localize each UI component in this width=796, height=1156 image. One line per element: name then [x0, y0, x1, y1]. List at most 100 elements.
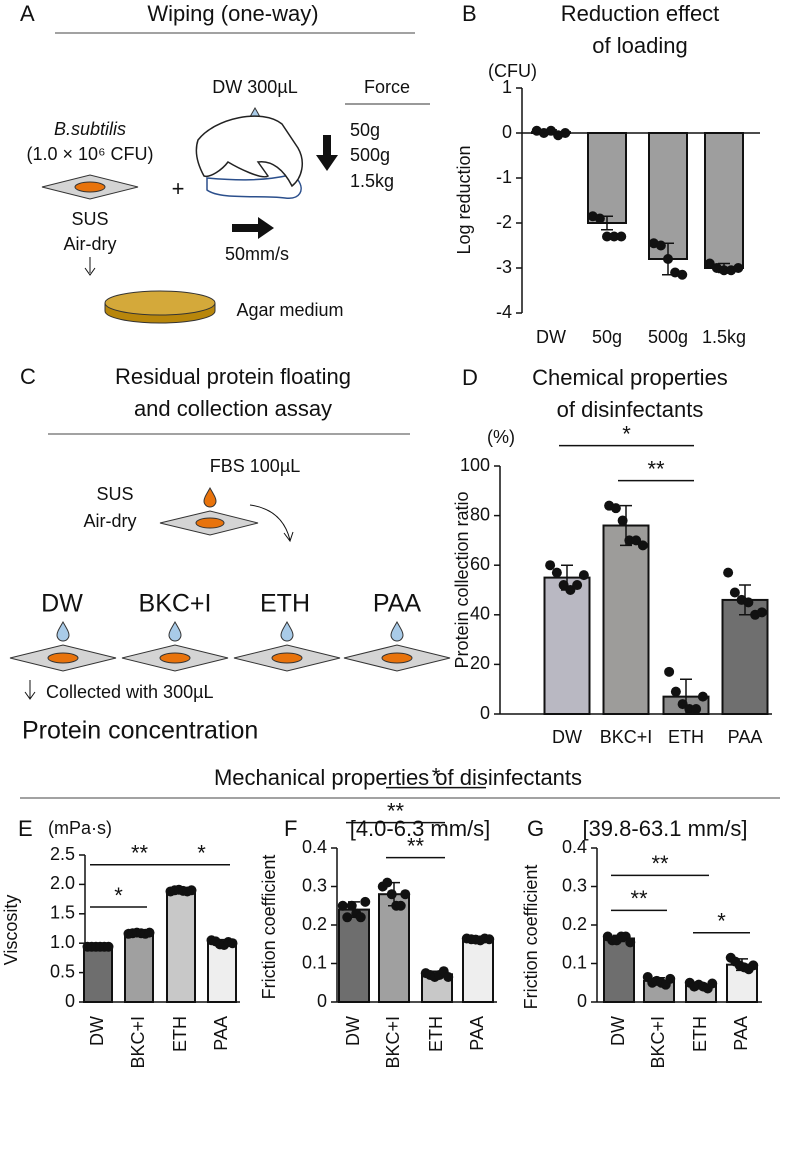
x-tick-label: DW: [343, 1016, 363, 1046]
data-point: [360, 896, 371, 907]
y-tick-label: 0.2: [562, 914, 587, 934]
arrow: [84, 257, 96, 276]
droplet: [56, 620, 70, 642]
significance-label: *: [197, 841, 206, 866]
data-point: [691, 704, 702, 715]
data-point: [729, 587, 740, 598]
y-tick-label: 0: [502, 122, 512, 142]
panel-title: Wiping (one-way): [147, 1, 318, 26]
y-tick-label: 1: [502, 77, 512, 97]
panel-title: and collection assay: [134, 396, 332, 421]
data-point: [609, 231, 620, 242]
bar: [83, 945, 113, 1004]
data-point: [186, 885, 197, 896]
solution: ETH: [260, 590, 310, 618]
bar: [603, 937, 635, 1003]
data-point: [578, 570, 589, 581]
y-tick-label: 0: [480, 703, 490, 723]
chart-title: Reduction effect: [561, 1, 720, 26]
chart-title: [4.0-6.3 mm/s]: [350, 816, 491, 841]
force: 50g: [350, 120, 380, 140]
unit-label: (CFU): [488, 61, 537, 81]
data-point: [723, 567, 734, 578]
panel-title: Residual protein floating: [115, 364, 351, 389]
bar: [462, 938, 494, 1003]
droplet: [390, 620, 404, 642]
x-tick-label: BKC+I: [128, 1016, 148, 1069]
data-point: [443, 971, 454, 982]
data-point: [342, 912, 353, 923]
data-point: [665, 973, 676, 984]
data-point: [697, 691, 708, 702]
solution: DW: [41, 590, 83, 618]
x-tick-label: PAA: [728, 727, 763, 747]
droplet: [203, 486, 217, 508]
x-tick-label: ETH: [170, 1016, 190, 1052]
y-tick-label: 2.0: [50, 873, 75, 893]
data-point: [610, 503, 621, 514]
data-point: [756, 607, 767, 618]
data-point: [144, 927, 155, 938]
panel-letter: A: [20, 1, 35, 26]
y-tick-label: 20: [470, 653, 490, 673]
medium: Agar medium: [236, 300, 343, 320]
y-tick-label: 0: [65, 991, 75, 1011]
y-tick-label: 0: [577, 991, 587, 1011]
sample: [381, 652, 413, 664]
data-point: [637, 540, 648, 551]
data-point: [664, 666, 675, 677]
speed: 50mm/s: [225, 244, 289, 264]
sample: [159, 652, 191, 664]
chart-title: [39.8-63.1 mm/s]: [582, 816, 747, 841]
y-tick-label: -2: [496, 212, 512, 232]
y-tick-label: 0: [317, 991, 327, 1011]
data-point: [743, 597, 754, 608]
data-point: [663, 254, 673, 264]
x-tick-label: ETH: [426, 1016, 446, 1052]
data-point: [748, 960, 759, 971]
significance-label: **: [131, 841, 149, 866]
y-tick-label: 1.5: [50, 903, 75, 923]
surface-label: SUS: [71, 209, 108, 229]
wells: DW BKC+I ETH PAA: [9, 590, 451, 672]
x-tick-label: DW: [608, 1016, 628, 1046]
panel-letter: B: [462, 1, 477, 26]
x-tick-label: ETH: [668, 727, 704, 747]
bar: [648, 132, 688, 260]
data-point: [355, 912, 366, 923]
y-tick-label: -1: [496, 167, 512, 187]
unit-label: (mPa·s): [48, 818, 112, 838]
force-header: Force: [364, 77, 410, 97]
data-point: [337, 900, 348, 911]
drying-label: Air-dry: [84, 511, 137, 531]
force-arrow: [316, 135, 338, 171]
data-point: [617, 515, 628, 526]
data-point: [719, 265, 729, 276]
data-point: [704, 258, 715, 269]
solution: PAA: [373, 590, 421, 618]
force: 500g: [350, 145, 390, 165]
organism: B.subtilis: [54, 119, 126, 139]
x-tick-label: PAA: [731, 1016, 751, 1051]
x-tick-label: BKC+I: [600, 727, 653, 747]
bar: [207, 941, 237, 1003]
speed-arrow: [232, 217, 274, 239]
bar: [338, 908, 370, 1003]
plus: +: [172, 176, 185, 201]
data-point: [670, 686, 681, 697]
drying-label: Air-dry: [64, 234, 117, 254]
bar: [587, 132, 627, 224]
bar: [704, 132, 744, 269]
panel-letter: D: [462, 365, 478, 390]
arrow: [24, 680, 36, 700]
data-point: [677, 269, 688, 280]
panel-letter: E: [18, 816, 33, 841]
data-point: [400, 889, 411, 900]
sample: [195, 517, 225, 529]
panel-a: A Wiping (one-way) DW 300µL Force 50g 50…: [20, 1, 430, 324]
x-tick-label: BKC+I: [648, 1016, 668, 1069]
x-tick-label: BKC+I: [383, 1016, 403, 1069]
significance-label: *: [717, 909, 726, 934]
significance-label: **: [407, 833, 425, 858]
cloth: [206, 174, 302, 199]
